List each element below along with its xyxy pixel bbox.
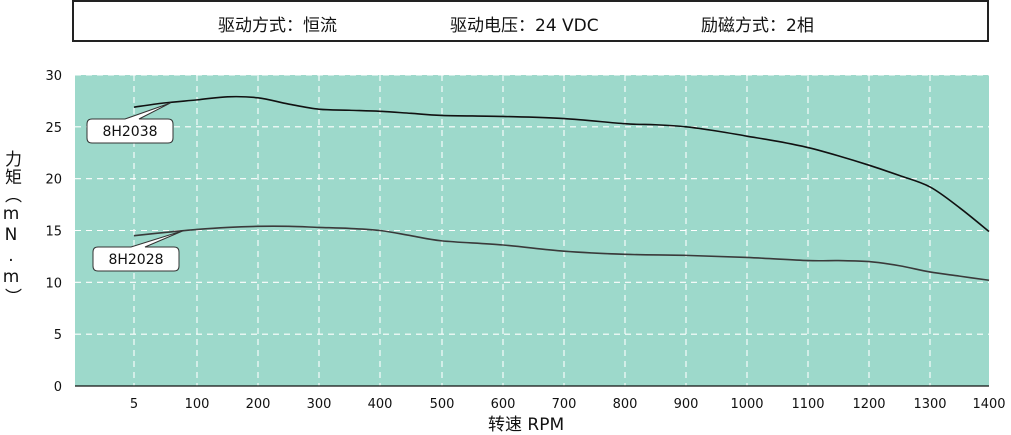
y-tick-label: 15	[45, 225, 62, 240]
x-axis-label: 转速 RPM	[488, 415, 565, 435]
callout-0: 8H2038	[86, 102, 174, 144]
x-tick-label: 400	[368, 397, 393, 412]
x-tick-label: 200	[246, 397, 271, 412]
x-tick-label: 1300	[913, 397, 946, 412]
callout-label: 8H2038	[102, 124, 157, 140]
callout-label: 8H2028	[108, 252, 163, 268]
x-tick-label: 100	[185, 397, 210, 412]
y-tick-label: 30	[45, 69, 62, 84]
callout-box	[92, 230, 184, 272]
series-lines	[133, 95, 990, 282]
y-tick-label: 5	[54, 328, 62, 343]
y-tick-label: 25	[45, 121, 62, 136]
x-tick-label: 1000	[730, 397, 763, 412]
series-line-1	[133, 225, 990, 282]
x-tick-label: 1100	[791, 397, 824, 412]
excitation-method-label: 励磁方式：2相	[701, 16, 814, 36]
callout-box	[86, 102, 174, 144]
drive-spec-header: 驱动方式：恒流 驱动电压：24 VDC 励磁方式：2相	[72, 0, 989, 42]
x-tick-label: 800	[613, 397, 638, 412]
x-tick-label: 900	[674, 397, 699, 412]
x-tick-label: 1200	[852, 397, 885, 412]
drive-voltage-label: 驱动电压：24 VDC	[450, 16, 599, 36]
y-tick-label: 20	[45, 173, 62, 188]
y-axis-label: 力矩（mN.m）	[1, 150, 21, 306]
grid-lines	[75, 74, 989, 386]
y-tick-labels: 0 5 10 15 20 25 30	[45, 69, 62, 395]
x-tick-label: 1400	[972, 397, 1005, 412]
x-tick-label: 300	[307, 397, 332, 412]
drive-method-label: 驱动方式：恒流	[218, 16, 337, 36]
series-callouts: 8H2038 8H2028	[86, 102, 184, 272]
x-tick-label: 500	[430, 397, 455, 412]
x-tick-label: 600	[491, 397, 516, 412]
x-tick-label: 5	[130, 397, 138, 412]
y-tick-label: 0	[54, 380, 62, 395]
y-tick-label: 10	[45, 276, 62, 291]
x-tick-label: 700	[552, 397, 577, 412]
callout-1: 8H2028	[92, 230, 184, 272]
x-tick-labels: 5 100 200 300 400 500 600 700 800 900 1000 1100 1200…	[130, 397, 1006, 412]
series-line-0	[133, 95, 990, 233]
